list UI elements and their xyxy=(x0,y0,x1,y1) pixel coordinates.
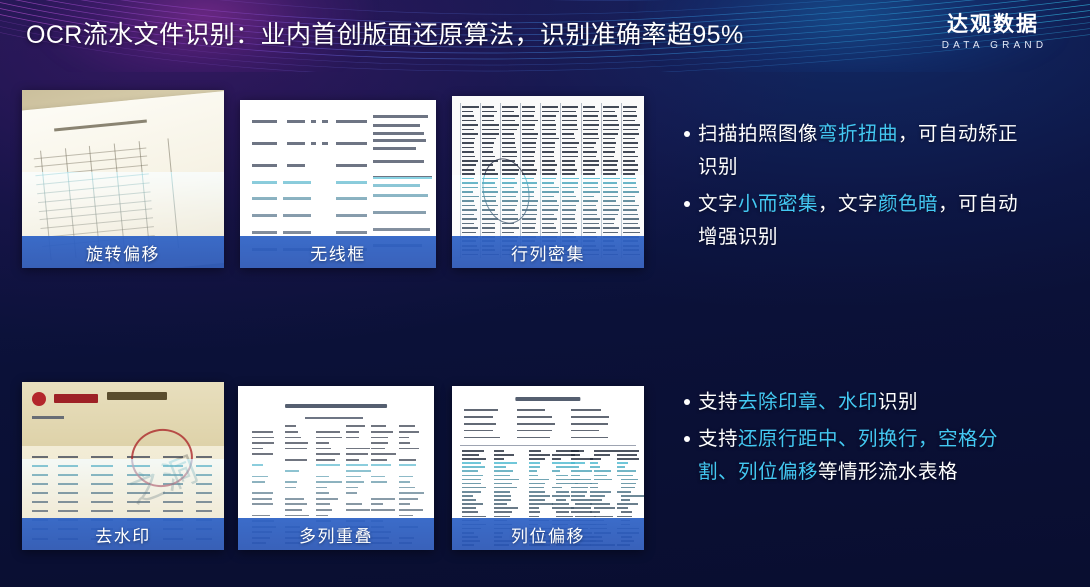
bullet-dot-icon xyxy=(684,436,690,442)
card-caption: 旋转偏移 xyxy=(22,236,224,268)
bullet-item: 文字小而密集，文字颜色暗，可自动增强识别 xyxy=(684,188,1064,254)
thumbnail-card-rotation[interactable]: 旋转偏移 xyxy=(22,90,224,268)
thumbnail-card-overlap[interactable]: 多列重叠 xyxy=(238,386,434,550)
thumbnail-card-borderless[interactable]: 无线框 xyxy=(240,100,436,268)
card-caption: 行列密集 xyxy=(452,236,644,268)
brand-name-cn: 达观数据 xyxy=(918,12,1068,38)
card-caption: 多列重叠 xyxy=(238,518,434,550)
thumbnail-card-dense[interactable]: 行列密集 xyxy=(452,96,644,268)
bullet-item: 扫描拍照图像弯折扭曲，可自动矫正识别 xyxy=(684,118,1064,184)
thumbnail-card-watermark[interactable]: 之洞 去水印 xyxy=(22,382,224,550)
bullet-text: 文字小而密集，文字颜色暗，可自动增强识别 xyxy=(698,188,1038,254)
bullet-dot-icon xyxy=(684,131,690,137)
feature-list-top: 扫描拍照图像弯折扭曲，可自动矫正识别 文字小而密集，文字颜色暗，可自动增强识别 xyxy=(684,118,1064,258)
bullet-text: 支持还原行距中、列换行，空格分割、列位偏移等情形流水表格 xyxy=(698,423,1038,489)
bullet-item: 支持还原行距中、列换行，空格分割、列位偏移等情形流水表格 xyxy=(684,423,1076,489)
brand-name-en: DATA GRAND xyxy=(918,38,1068,54)
card-caption: 列位偏移 xyxy=(452,518,644,550)
card-caption: 去水印 xyxy=(22,518,224,550)
feature-list-bottom: 支持去除印章、水印识别 支持还原行距中、列换行，空格分割、列位偏移等情形流水表格 xyxy=(684,386,1076,493)
bullet-text: 扫描拍照图像弯折扭曲，可自动矫正识别 xyxy=(698,118,1038,184)
bullet-item: 支持去除印章、水印识别 xyxy=(684,386,1076,419)
card-caption: 无线框 xyxy=(240,236,436,268)
bullet-dot-icon xyxy=(684,201,690,207)
bullet-dot-icon xyxy=(684,399,690,405)
page-title: OCR流水文件识别：业内首创版面还原算法，识别准确率超95% xyxy=(26,18,744,52)
bullet-text: 支持去除印章、水印识别 xyxy=(698,386,918,419)
thumbnail-card-columnshift[interactable]: 列位偏移 xyxy=(452,386,644,550)
brand-logo: 达观数据 DATA GRAND xyxy=(918,12,1068,54)
